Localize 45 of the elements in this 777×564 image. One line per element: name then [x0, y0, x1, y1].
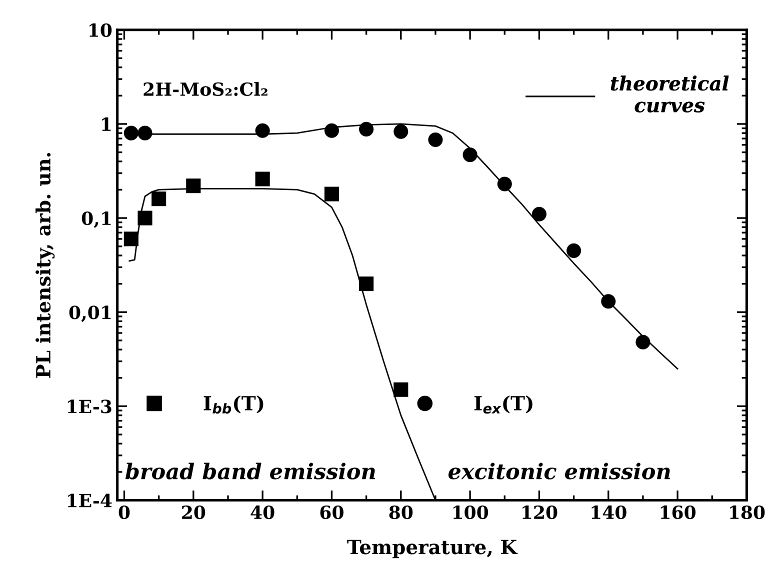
point: [138, 210, 152, 226]
point: [124, 126, 138, 140]
x-axis-title: Temperature, K: [347, 540, 518, 558]
x-tick-label: 180: [730, 505, 765, 520]
x-tick-label: 0: [118, 505, 130, 520]
legend-label: theoretical curves: [610, 76, 729, 112]
x-tick-label: 100: [453, 505, 488, 520]
point: [124, 232, 138, 246]
x-tick-label: 140: [592, 505, 626, 520]
y-tick-label: 0,1: [82, 212, 111, 228]
point: [324, 186, 340, 202]
point: [255, 172, 270, 186]
point: [428, 132, 443, 148]
point: [359, 276, 374, 292]
point: [462, 148, 478, 162]
x-tick-label: 60: [320, 505, 344, 520]
point: [532, 206, 546, 222]
point: [566, 243, 582, 258]
y-axis-title: PL intensity, arb. un.: [36, 152, 55, 378]
legend-label: I$_{ex}$(T): [474, 395, 532, 414]
x-tick-label: 120: [522, 505, 558, 520]
point: [497, 176, 512, 192]
point: [601, 294, 616, 309]
point: [186, 178, 201, 194]
annotation: excitonic emission: [448, 462, 670, 480]
y-tick-label: 0,01: [69, 306, 111, 322]
point: [636, 334, 650, 350]
y-tick-label: 1E-4: [68, 494, 112, 508]
annotation: 2H-MoS₂:Cl₂: [144, 82, 268, 96]
legend-label: I$_{bb}$(T): [204, 395, 264, 414]
point: [152, 192, 166, 206]
y-tick-label: 10: [90, 23, 112, 38]
y-tick-label: 1: [102, 117, 111, 131]
x-tick-label: 160: [660, 505, 696, 520]
x-tick-label: 40: [250, 505, 274, 520]
annotation: broad band emission: [125, 462, 376, 480]
point: [138, 126, 152, 140]
point: [394, 382, 408, 397]
point: [255, 123, 270, 138]
x-tick-label: 80: [389, 505, 413, 520]
y-tick-label: 1E-3: [68, 400, 112, 414]
point: [324, 123, 340, 138]
point: [394, 124, 408, 139]
point: [359, 122, 374, 136]
x-tick-label: 20: [182, 505, 206, 520]
